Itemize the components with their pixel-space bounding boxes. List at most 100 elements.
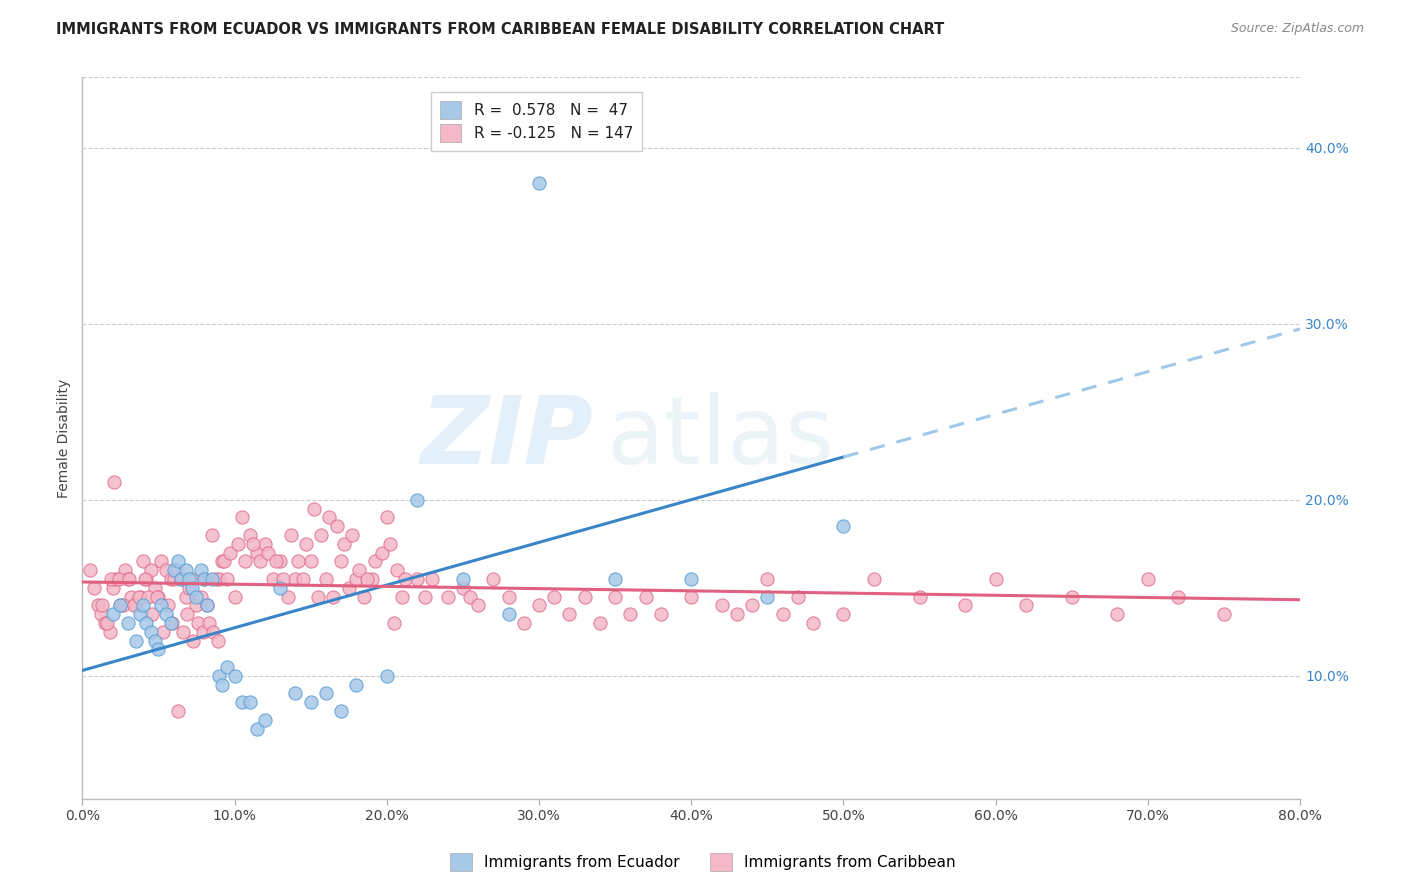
Point [103, 475, 125, 490]
Point [333, 537, 356, 551]
Point [413, 590, 436, 604]
Point [311, 528, 333, 542]
Point [1136, 572, 1159, 586]
Point [1015, 599, 1038, 613]
Point [143, 581, 166, 595]
Point [330, 554, 353, 568]
Point [166, 563, 188, 577]
Point [162, 563, 184, 577]
Point [302, 501, 325, 516]
Point [100, 572, 122, 586]
Point [801, 615, 824, 630]
Point [387, 563, 409, 577]
Point [129, 607, 152, 622]
Point [193, 572, 215, 586]
Point [211, 554, 233, 568]
Point [299, 554, 322, 568]
Point [619, 607, 641, 622]
Point [378, 537, 401, 551]
Point [832, 607, 855, 622]
Point [772, 607, 794, 622]
Legend: Immigrants from Ecuador, Immigrants from Caribbean: Immigrants from Ecuador, Immigrants from… [441, 844, 965, 880]
Point [527, 599, 550, 613]
Point [202, 624, 225, 639]
Point [239, 695, 262, 709]
Point [159, 572, 181, 586]
Point [353, 590, 375, 604]
Point [104, 572, 127, 586]
Point [603, 572, 626, 586]
Point [741, 599, 763, 613]
Point [226, 537, 249, 551]
Point [681, 590, 703, 604]
Point [174, 590, 197, 604]
Point [257, 546, 280, 560]
Point [155, 607, 177, 622]
Point [215, 572, 238, 586]
Point [180, 581, 202, 595]
Point [219, 546, 242, 560]
Point [287, 554, 309, 568]
Point [406, 492, 429, 507]
Point [201, 528, 224, 542]
Point [1213, 607, 1236, 622]
Point [371, 546, 394, 560]
Point [139, 624, 162, 639]
Point [212, 554, 235, 568]
Point [1060, 590, 1083, 604]
Point [356, 572, 378, 586]
Point [349, 563, 371, 577]
Point [284, 572, 307, 586]
Point [242, 537, 264, 551]
Point [141, 607, 163, 622]
Point [101, 581, 124, 595]
Point [98, 624, 121, 639]
Point [498, 590, 520, 604]
Point [460, 590, 482, 604]
Text: IMMIGRANTS FROM ECUADOR VS IMMIGRANTS FROM CARIBBEAN FEMALE DISABILITY CORRELATI: IMMIGRANTS FROM ECUADOR VS IMMIGRANTS FR… [56, 22, 945, 37]
Point [325, 519, 347, 533]
Point [315, 686, 337, 700]
Point [360, 572, 382, 586]
Point [148, 642, 170, 657]
Point [271, 572, 294, 586]
Point [110, 599, 132, 613]
Point [650, 607, 672, 622]
Point [908, 590, 931, 604]
Point [233, 554, 256, 568]
Point [208, 572, 231, 586]
Point [725, 607, 748, 622]
Point [101, 607, 124, 622]
Point [269, 554, 291, 568]
Point [143, 633, 166, 648]
Point [108, 572, 131, 586]
Point [172, 624, 194, 639]
Point [190, 590, 212, 604]
Point [117, 615, 139, 630]
Point [190, 563, 212, 577]
Point [96, 615, 118, 630]
Point [406, 572, 429, 586]
Point [436, 590, 458, 604]
Point [139, 563, 162, 577]
Point [177, 581, 200, 595]
Point [150, 599, 173, 613]
Point [756, 590, 779, 604]
Point [295, 537, 318, 551]
Point [201, 572, 224, 586]
Point [195, 599, 218, 613]
Point [191, 624, 214, 639]
Point [174, 563, 197, 577]
Point [253, 537, 276, 551]
Point [264, 554, 287, 568]
Point [160, 615, 183, 630]
Point [112, 599, 135, 613]
Point [224, 590, 246, 604]
Point [391, 590, 413, 604]
Point [1107, 607, 1129, 622]
Point [394, 572, 416, 586]
Point [176, 607, 198, 622]
Point [269, 581, 291, 595]
Point [124, 599, 146, 613]
Point [280, 528, 302, 542]
